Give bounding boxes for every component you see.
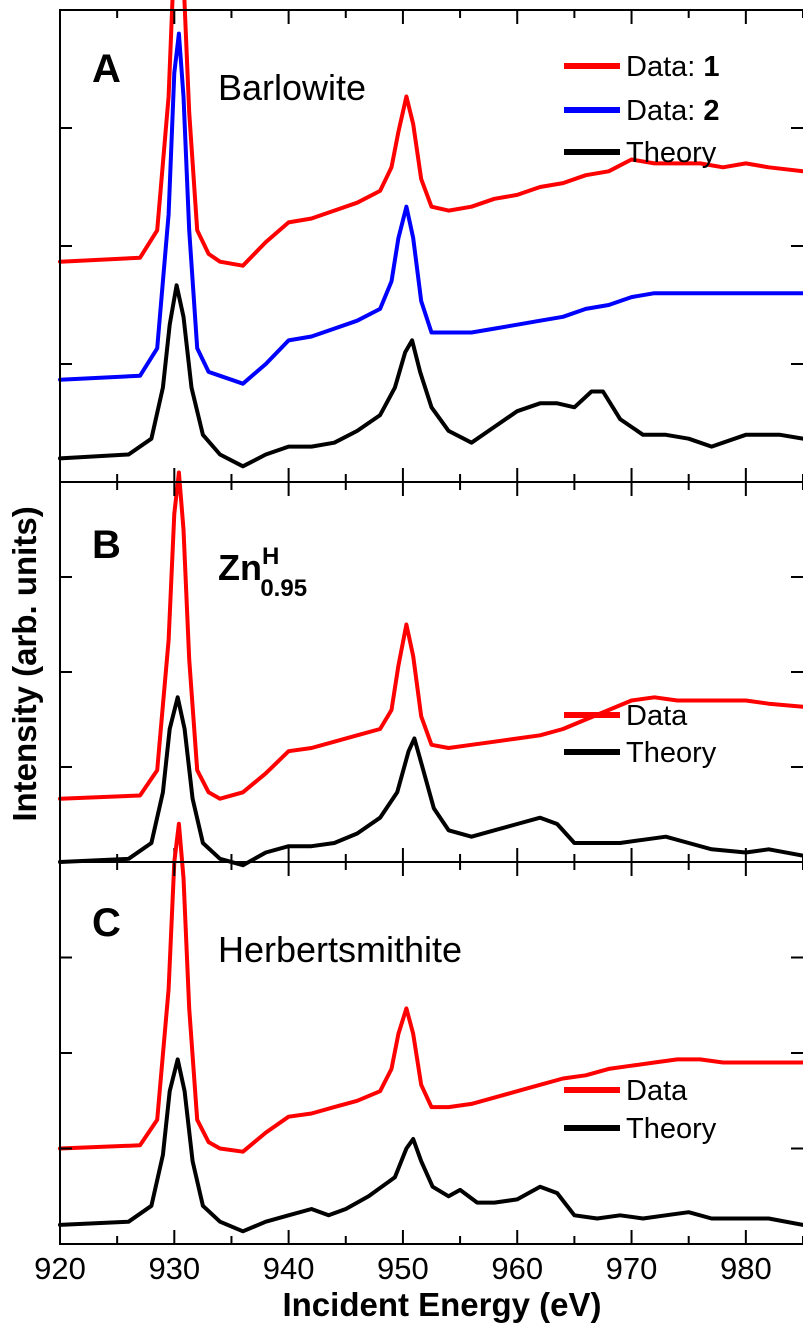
panel-b-legend: Data Theory xyxy=(564,700,717,769)
x-axis-title: Incident Energy (eV) xyxy=(282,1286,601,1323)
panel-a-letter: A xyxy=(92,47,121,91)
panel-a: A Barlowite Data: 1 Data: 2 Theory xyxy=(58,0,803,483)
panel-c-series-2-line xyxy=(58,1057,803,1234)
x-tick-label: 960 xyxy=(491,1251,543,1286)
panel-c-legend: Data Theory xyxy=(564,1075,717,1145)
panel-a-series-3-line xyxy=(58,283,803,469)
panel-b-sample-formula: ZnH 0.95 xyxy=(218,543,307,602)
panel-c-sample-name: Herbertsmithite xyxy=(218,929,462,970)
x-tick-label: 940 xyxy=(263,1251,315,1286)
x-tick-label: 930 xyxy=(148,1251,200,1286)
panel-a-sample-name: Barlowite xyxy=(218,67,366,108)
panel-b-legend-label-1: Data xyxy=(626,700,688,732)
panel-b-series-2-line xyxy=(58,695,803,868)
panel-c-legend-label-1: Data xyxy=(626,1075,688,1107)
x-tick-label: 970 xyxy=(606,1251,658,1286)
panel-a-legend-label-1: Data: 1 xyxy=(626,51,720,83)
panel-a-legend-label-3: Theory xyxy=(626,137,717,169)
panel-c-series-1-line xyxy=(58,821,803,1154)
panel-b-legend-label-2: Theory xyxy=(626,737,717,769)
panel-c: C Herbertsmithite Data Theory xyxy=(58,821,803,1245)
panel-a-series-1-line xyxy=(58,0,803,268)
x-tick-label: 950 xyxy=(377,1251,429,1286)
x-tick-label: 920 xyxy=(34,1251,86,1286)
panel-a-legend-label-2: Data: 2 xyxy=(626,95,720,127)
panel-c-letter: C xyxy=(92,901,121,945)
y-axis-title: Intensity (arb. units) xyxy=(6,506,43,821)
x-tick-label: 980 xyxy=(720,1251,772,1286)
panel-a-series-2-line xyxy=(58,31,803,386)
panel-b-series-1-line xyxy=(58,470,803,801)
panel-a-legend: Data: 1 Data: 2 Theory xyxy=(564,51,720,169)
panel-c-legend-label-2: Theory xyxy=(626,1113,717,1145)
x-tick-labels: 920 930 940 950 960 970 980 xyxy=(34,1251,772,1286)
panel-b-letter: B xyxy=(92,523,121,567)
